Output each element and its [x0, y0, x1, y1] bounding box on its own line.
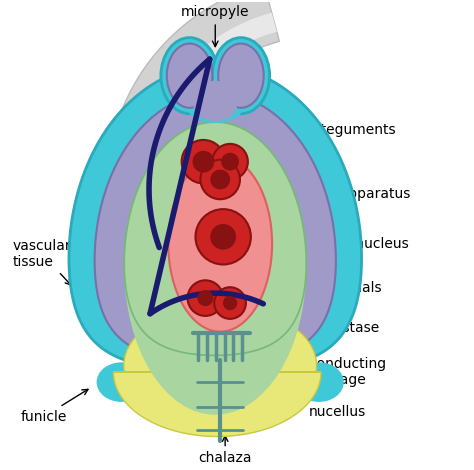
- Polygon shape: [69, 66, 362, 370]
- Text: fusion nucleus: fusion nucleus: [255, 232, 409, 251]
- Ellipse shape: [212, 38, 270, 114]
- Circle shape: [212, 144, 248, 180]
- Ellipse shape: [196, 81, 234, 120]
- Ellipse shape: [218, 44, 264, 108]
- Ellipse shape: [193, 89, 237, 121]
- Polygon shape: [124, 122, 306, 355]
- Text: antipodals: antipodals: [249, 281, 382, 305]
- Circle shape: [188, 280, 223, 316]
- Polygon shape: [95, 93, 336, 361]
- Polygon shape: [136, 13, 277, 266]
- Ellipse shape: [186, 84, 245, 123]
- Circle shape: [201, 160, 240, 199]
- Text: integuments: integuments: [303, 123, 397, 137]
- Polygon shape: [124, 122, 306, 355]
- Circle shape: [210, 170, 230, 189]
- Text: nucellus: nucellus: [269, 396, 366, 419]
- Text: micropyle: micropyle: [181, 5, 249, 47]
- Text: egg apparatus: egg apparatus: [249, 169, 410, 201]
- Polygon shape: [113, 372, 321, 437]
- Ellipse shape: [294, 362, 344, 402]
- Ellipse shape: [168, 156, 272, 332]
- Text: hypostase: hypostase: [251, 321, 381, 335]
- Circle shape: [192, 151, 214, 172]
- Circle shape: [223, 296, 237, 310]
- Ellipse shape: [124, 122, 306, 415]
- Circle shape: [210, 224, 236, 250]
- Text: chalaza: chalaza: [199, 436, 252, 465]
- Polygon shape: [107, 0, 279, 279]
- Ellipse shape: [124, 306, 317, 424]
- Circle shape: [197, 290, 213, 306]
- Circle shape: [182, 140, 225, 183]
- Ellipse shape: [161, 38, 218, 114]
- Circle shape: [221, 153, 239, 171]
- Ellipse shape: [167, 44, 212, 108]
- Circle shape: [214, 287, 246, 319]
- Circle shape: [195, 209, 251, 265]
- Text: funicle: funicle: [20, 389, 88, 424]
- Ellipse shape: [97, 362, 146, 402]
- Text: conducting
passage: conducting passage: [239, 357, 386, 387]
- Text: vascular
tissue: vascular tissue: [13, 238, 71, 285]
